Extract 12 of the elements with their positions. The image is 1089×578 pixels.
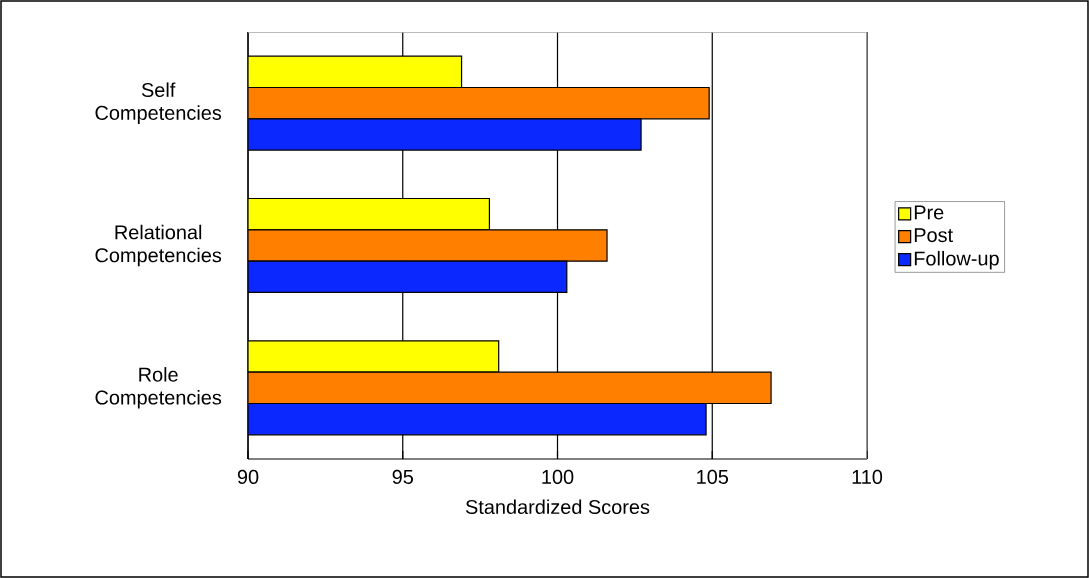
y-tick-label: Role Competencies: [95, 367, 222, 409]
y-tick-label: Self Competencies: [95, 82, 222, 124]
legend-label: Follow-up: [914, 250, 999, 270]
y-tick-label: Relational Competencies: [95, 224, 222, 267]
x-tick-label: 100: [542, 469, 574, 484]
x-tick-label: 110: [852, 469, 883, 484]
x-axis-title: Standardized Scores: [465, 499, 650, 515]
x-tick-label: 105: [697, 469, 729, 484]
x-tick-label: 95: [392, 469, 414, 484]
legend-label: Post: [914, 228, 953, 243]
x-tick-label: 90: [237, 469, 259, 484]
legend-label: Pre: [914, 205, 944, 220]
